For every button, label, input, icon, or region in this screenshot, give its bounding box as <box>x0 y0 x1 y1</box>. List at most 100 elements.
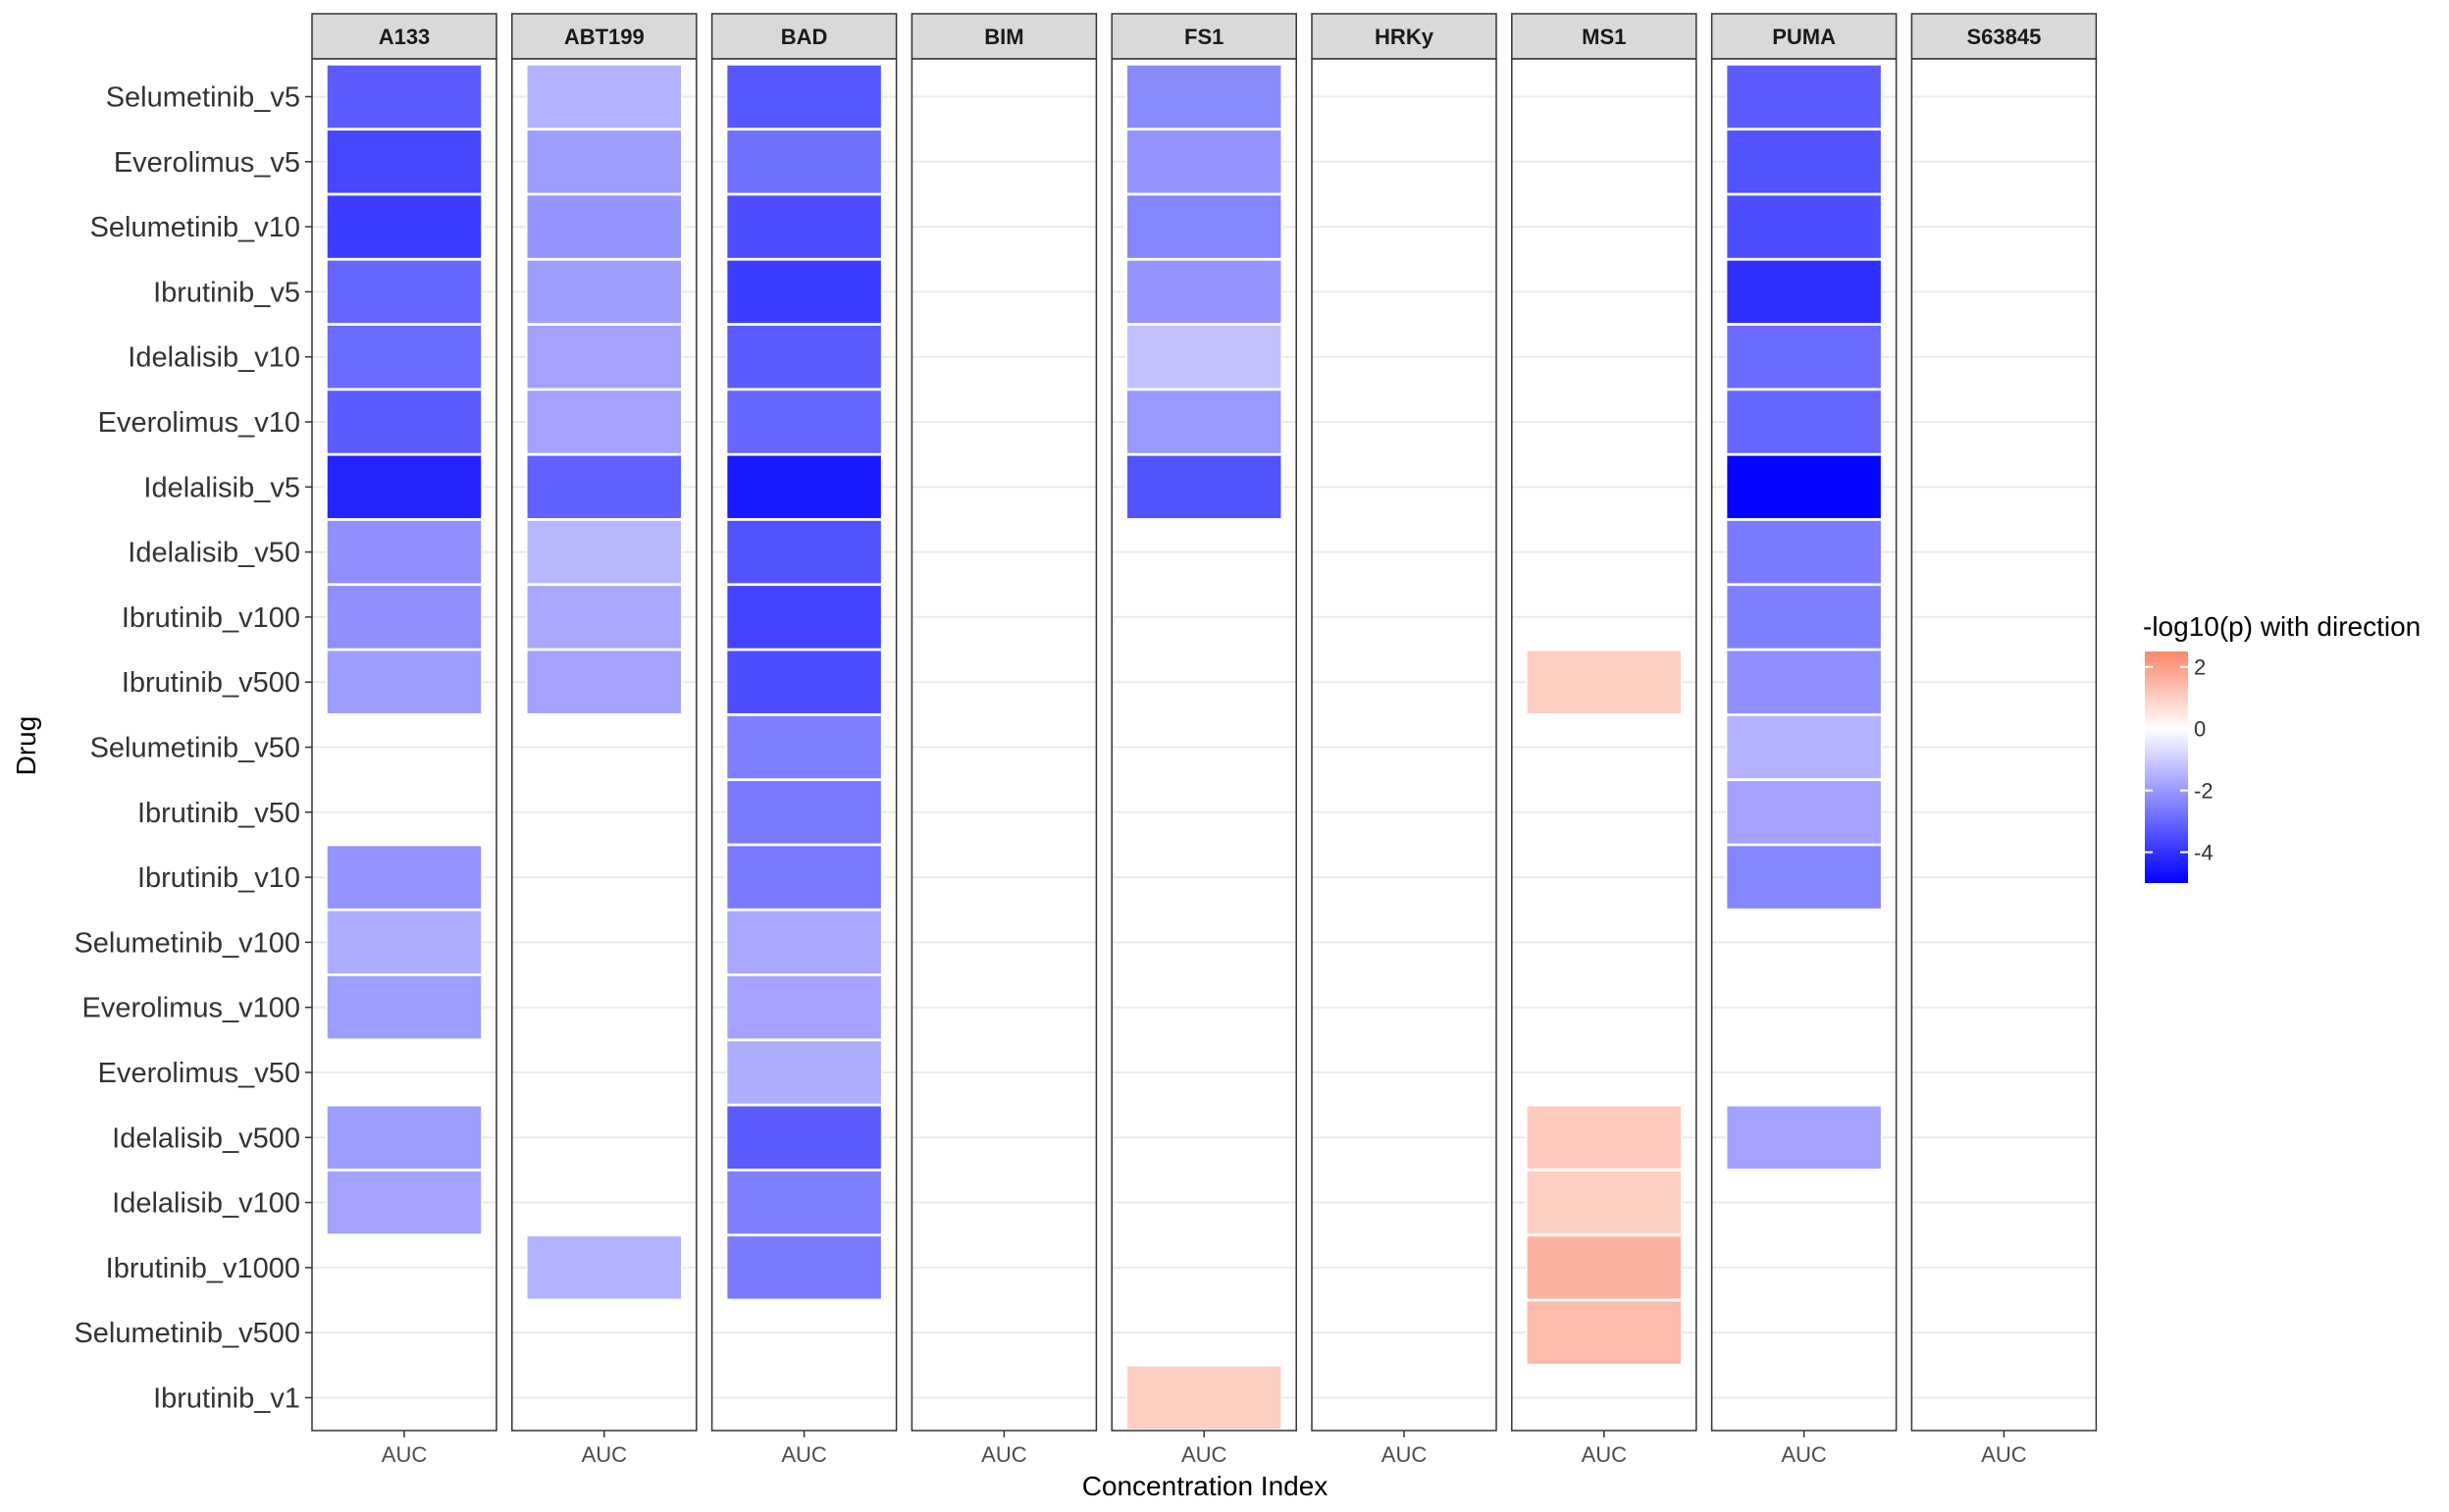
heat-cell <box>326 910 483 975</box>
heat-cell <box>526 389 683 455</box>
heat-cell <box>1125 1365 1282 1431</box>
facet-label-abt199: ABT199 <box>564 25 645 49</box>
heat-cell <box>1725 649 1883 715</box>
heat-cell <box>725 844 883 911</box>
y-tick-label: Selumetinib_v100 <box>74 927 300 959</box>
heat-cell <box>326 1170 483 1235</box>
heat-cell <box>1725 779 1883 846</box>
facet-panel-bim <box>912 59 1097 1431</box>
y-tick-label: Selumetinib_v500 <box>74 1318 300 1349</box>
y-tick-label: Selumetinib_v5 <box>106 82 300 114</box>
y-tick-label: Everolimus_v5 <box>114 147 300 179</box>
facet-panel-s63845 <box>1911 59 2097 1431</box>
heat-cell <box>1725 389 1883 455</box>
heat-cell <box>326 844 483 911</box>
heat-cell <box>1526 1105 1683 1171</box>
heat-cell <box>1125 64 1282 130</box>
facet-strip-a133 <box>311 13 497 60</box>
heat-cell <box>1526 649 1683 715</box>
heat-cell <box>725 193 883 260</box>
heat-cell <box>725 910 883 975</box>
heat-cell <box>326 193 483 260</box>
heat-cell <box>725 1039 883 1106</box>
heat-cell <box>1125 193 1282 260</box>
heat-cell <box>725 1170 883 1235</box>
x-tick-label: AUC <box>781 1442 827 1467</box>
facet-strip-bad <box>710 13 898 60</box>
heat-cell <box>1526 1170 1683 1235</box>
heat-cell <box>326 649 483 715</box>
y-axis-title: Drug <box>11 716 41 776</box>
facet-label-bim: BIM <box>984 25 1023 49</box>
heat-cell <box>725 584 883 651</box>
heat-cell <box>725 324 883 390</box>
heat-cell <box>326 324 483 390</box>
heat-cell <box>1725 324 1883 390</box>
heat-cell <box>526 584 683 651</box>
heat-cell <box>1125 129 1282 195</box>
facet-strip-abt199 <box>511 13 698 60</box>
heat-cell <box>326 389 483 455</box>
heat-cell <box>725 1234 883 1301</box>
heat-cell <box>725 779 883 846</box>
heat-cell <box>1125 259 1282 325</box>
x-tick-label: AUC <box>1781 1442 1827 1467</box>
x-axis-title: Concentration Index <box>1082 1471 1329 1501</box>
heat-cell <box>1725 714 1883 780</box>
facet-label-ms1: MS1 <box>1582 25 1626 49</box>
heat-cell <box>326 519 483 585</box>
heat-cell <box>1725 584 1883 651</box>
y-tick-label: Ibrutinib_v5 <box>153 277 300 308</box>
heat-cell <box>326 454 483 520</box>
y-tick-label: Ibrutinib_v100 <box>122 602 300 634</box>
heat-cell <box>1725 259 1883 325</box>
y-tick-label: Ibrutinib_v1 <box>153 1383 300 1415</box>
legend-title: -log10(p) with direction <box>2143 611 2421 642</box>
facet-label-a133: A133 <box>379 25 431 49</box>
y-tick-label: Ibrutinib_v500 <box>122 667 300 699</box>
heat-cell <box>1725 519 1883 585</box>
y-tick-label: Idelalisib_v100 <box>112 1188 300 1220</box>
heat-cell <box>526 1234 683 1301</box>
legend-tick-label: 2 <box>2194 655 2206 680</box>
heat-cell <box>526 259 683 325</box>
y-tick-label: Ibrutinib_v1000 <box>106 1253 300 1284</box>
heat-cell <box>526 649 683 715</box>
heat-cell <box>1125 324 1282 390</box>
heat-cell <box>725 454 883 520</box>
heat-cell <box>1125 454 1282 520</box>
heat-cell <box>526 64 683 130</box>
x-tick-label: AUC <box>382 1442 428 1467</box>
legend-tick-label: -4 <box>2194 841 2214 865</box>
heat-cell <box>1725 454 1883 520</box>
heat-cell <box>526 193 683 260</box>
heat-cell <box>725 519 883 585</box>
y-tick-label: Selumetinib_v50 <box>90 733 300 764</box>
legend-tick-label: 0 <box>2194 717 2206 742</box>
facet-label-s63845: S63845 <box>1966 25 2041 49</box>
heat-cell <box>725 129 883 195</box>
heat-cell <box>1725 64 1883 130</box>
heat-cell <box>326 129 483 195</box>
y-tick-label: Idelalisib_v50 <box>128 538 300 569</box>
x-tick-label: AUC <box>981 1442 1027 1467</box>
facet-strip-s63845 <box>1910 13 2098 60</box>
y-tick-label: Idelalisib_v10 <box>128 342 300 374</box>
y-tick-label: Idelalisib_v500 <box>112 1122 300 1154</box>
heat-cell <box>326 259 483 325</box>
facet-label-puma: PUMA <box>1772 25 1836 49</box>
heat-cell <box>1526 1299 1683 1366</box>
facet-panel-hrky <box>1312 59 1496 1431</box>
heat-cell <box>1725 129 1883 195</box>
y-tick-label: Everolimus_v10 <box>98 407 300 439</box>
heat-cell <box>326 64 483 130</box>
x-tick-label: AUC <box>1381 1442 1428 1467</box>
heat-cell <box>725 714 883 780</box>
heat-cell <box>526 129 683 195</box>
y-tick-label: Idelalisib_v5 <box>143 472 300 503</box>
facet-label-bad: BAD <box>781 25 828 49</box>
x-tick-label: AUC <box>1181 1442 1227 1467</box>
heat-cell <box>1125 389 1282 455</box>
